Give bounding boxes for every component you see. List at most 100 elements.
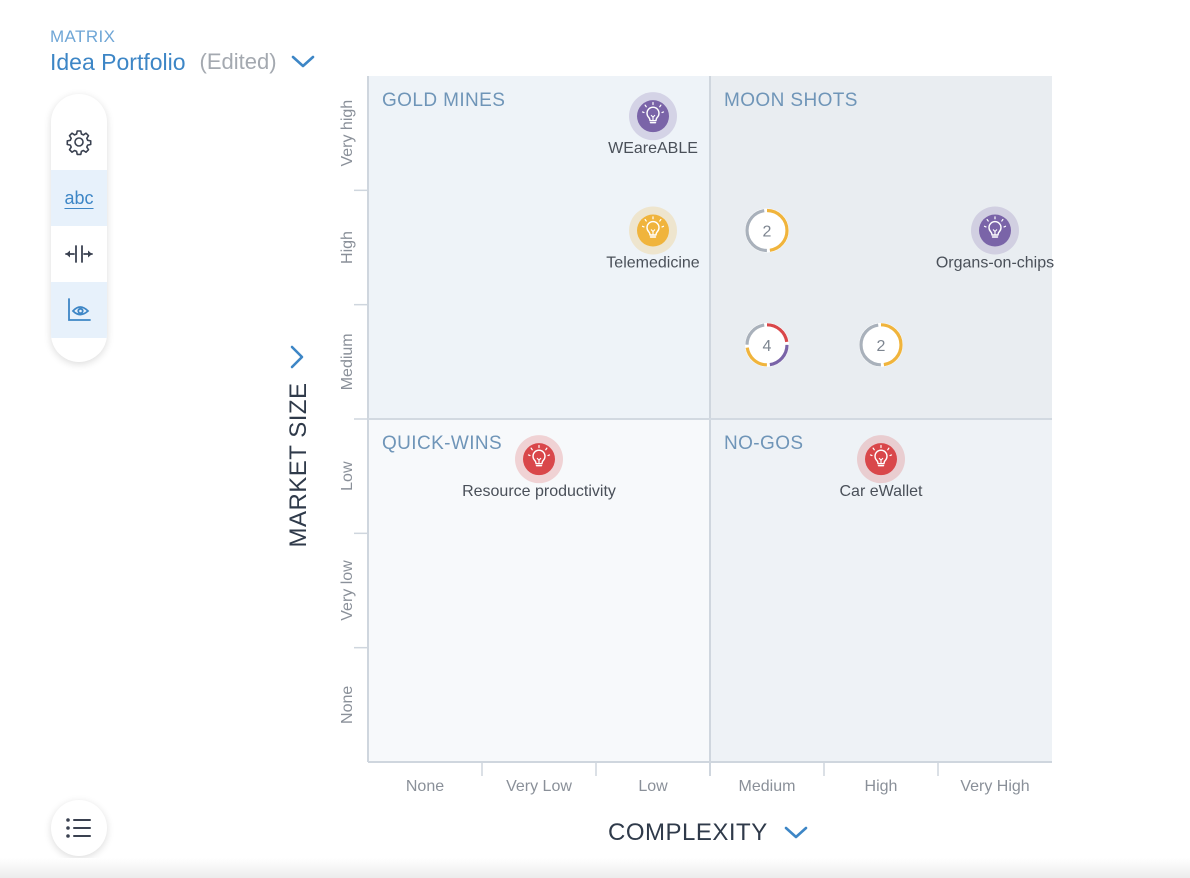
idea-marker[interactable]: Telemedicine <box>606 206 700 272</box>
quadrant-label: MOON SHOTS <box>724 90 858 111</box>
list-icon <box>66 818 91 838</box>
bulb-ray <box>986 218 989 222</box>
cluster-bg <box>859 322 903 367</box>
bulb-ray <box>661 225 665 228</box>
y-tick-label: None <box>339 686 356 724</box>
bulb-ray <box>527 454 531 457</box>
page-title[interactable]: Idea Portfolio <box>50 48 186 75</box>
edited-status: (Edited) <box>199 49 277 74</box>
cluster-count: 4 <box>763 338 772 355</box>
idea-label: Telemedicine <box>606 255 699 272</box>
bulb-ray <box>547 454 551 457</box>
y-axis-chevron-icon[interactable] <box>288 344 306 375</box>
x-tick-label: None <box>406 778 444 795</box>
bulb-ray <box>887 447 890 451</box>
bulb-shape <box>646 220 660 236</box>
idea-dot <box>979 214 1011 247</box>
cluster-count: 2 <box>763 224 772 241</box>
y-axis-title[interactable]: MARKET SIZE <box>285 382 312 548</box>
cluster-ring-segment <box>745 323 789 367</box>
idea-label: Organs-on-chips <box>936 255 1054 272</box>
quadrant-label: GOLD MINES <box>382 90 505 111</box>
bulb-shape <box>646 106 660 122</box>
lightbulb-icon <box>983 216 1007 238</box>
bottom-edge <box>0 858 1190 878</box>
bulb-ray <box>659 218 662 222</box>
idea-dot <box>865 443 897 476</box>
y-tick-label: Very high <box>339 100 356 167</box>
bulb-shape <box>532 449 546 465</box>
bulb-filament <box>650 229 656 235</box>
list-view-button[interactable] <box>51 800 107 856</box>
y-tick-label: Very low <box>339 560 356 621</box>
y-tick-label: Medium <box>339 333 356 390</box>
cluster-ring-segment <box>745 208 789 253</box>
gear-icon <box>66 130 92 156</box>
settings-button[interactable] <box>51 114 107 170</box>
cluster-count: 2 <box>877 338 886 355</box>
x-axis-chevron-icon[interactable] <box>784 826 808 840</box>
bulb-ray <box>644 218 647 222</box>
bulb-ray <box>1001 218 1004 222</box>
lightbulb-icon <box>641 101 665 124</box>
cluster-ring-segment <box>745 208 789 253</box>
y-tick-label: High <box>339 231 356 264</box>
idea-dot <box>637 100 669 133</box>
text-labels-icon: abc <box>64 187 94 208</box>
bulb-shape <box>988 220 1002 236</box>
bulb-filament <box>650 114 656 121</box>
bulb-filament <box>878 457 884 464</box>
bulb-ray <box>889 454 893 457</box>
bulb-filament <box>992 229 998 235</box>
idea-marker[interactable]: Car eWallet <box>840 435 924 500</box>
labels-button[interactable]: abc <box>51 170 107 226</box>
bulb-ray <box>641 111 645 114</box>
bulb-shape <box>874 449 888 465</box>
breadcrumb[interactable]: MATRIX <box>50 27 116 46</box>
lightbulb-icon <box>527 444 551 467</box>
title-dropdown-chevron-icon[interactable] <box>291 55 315 69</box>
x-tick-label: Very Low <box>506 778 572 795</box>
cluster-marker[interactable]: 2 <box>745 208 789 253</box>
quadrant-bottom-right <box>710 419 1052 762</box>
bulb-ray <box>869 454 873 457</box>
x-axis-title-row: COMPLEXITY <box>608 818 808 848</box>
cluster-bg <box>745 208 789 253</box>
quadrant-top-left <box>368 76 710 419</box>
idea-marker[interactable]: Organs-on-chips <box>936 206 1054 272</box>
lightbulb-icon <box>869 444 893 467</box>
bulb-ray <box>983 225 987 228</box>
idea-marker[interactable]: Resource productivity <box>462 435 616 500</box>
idea-label: Car eWallet <box>840 483 924 500</box>
idea-dot <box>637 214 669 247</box>
view-toolbar: abc <box>51 94 107 362</box>
x-tick-label: Medium <box>739 778 796 795</box>
bulb-ray <box>661 111 665 114</box>
spacing-button[interactable] <box>51 226 107 282</box>
bulb-ray <box>644 104 647 108</box>
idea-marker[interactable]: WEareABLE <box>608 92 698 157</box>
y-tick-label: Low <box>339 461 356 491</box>
bulb-ray <box>641 225 645 228</box>
view-button[interactable] <box>51 282 107 338</box>
bulb-ray <box>530 447 533 451</box>
x-axis-title[interactable]: COMPLEXITY <box>608 819 768 846</box>
cluster-marker[interactable]: 4 <box>745 322 789 367</box>
bulb-ray <box>1003 225 1007 228</box>
idea-label: Resource productivity <box>462 483 616 500</box>
distribute-horizontal-icon <box>65 245 93 263</box>
y-axis-title-wrap: MARKET SIZE <box>282 380 316 550</box>
quadrant-bottom-left <box>368 419 710 762</box>
bulb-ray <box>659 104 662 108</box>
cluster-bg <box>745 322 789 367</box>
cluster-ring-segment <box>859 323 903 367</box>
cluster-marker[interactable]: 2 <box>859 322 903 367</box>
quadrant-label: QUICK-WINS <box>382 433 502 454</box>
quadrant-label: NO-GOS <box>724 433 803 454</box>
bulb-filament <box>536 457 542 464</box>
idea-label: WEareABLE <box>608 140 698 157</box>
bulb-ray <box>872 447 875 451</box>
chart-eye-icon <box>68 298 91 321</box>
title-row: Idea Portfolio (Edited) <box>50 48 315 76</box>
